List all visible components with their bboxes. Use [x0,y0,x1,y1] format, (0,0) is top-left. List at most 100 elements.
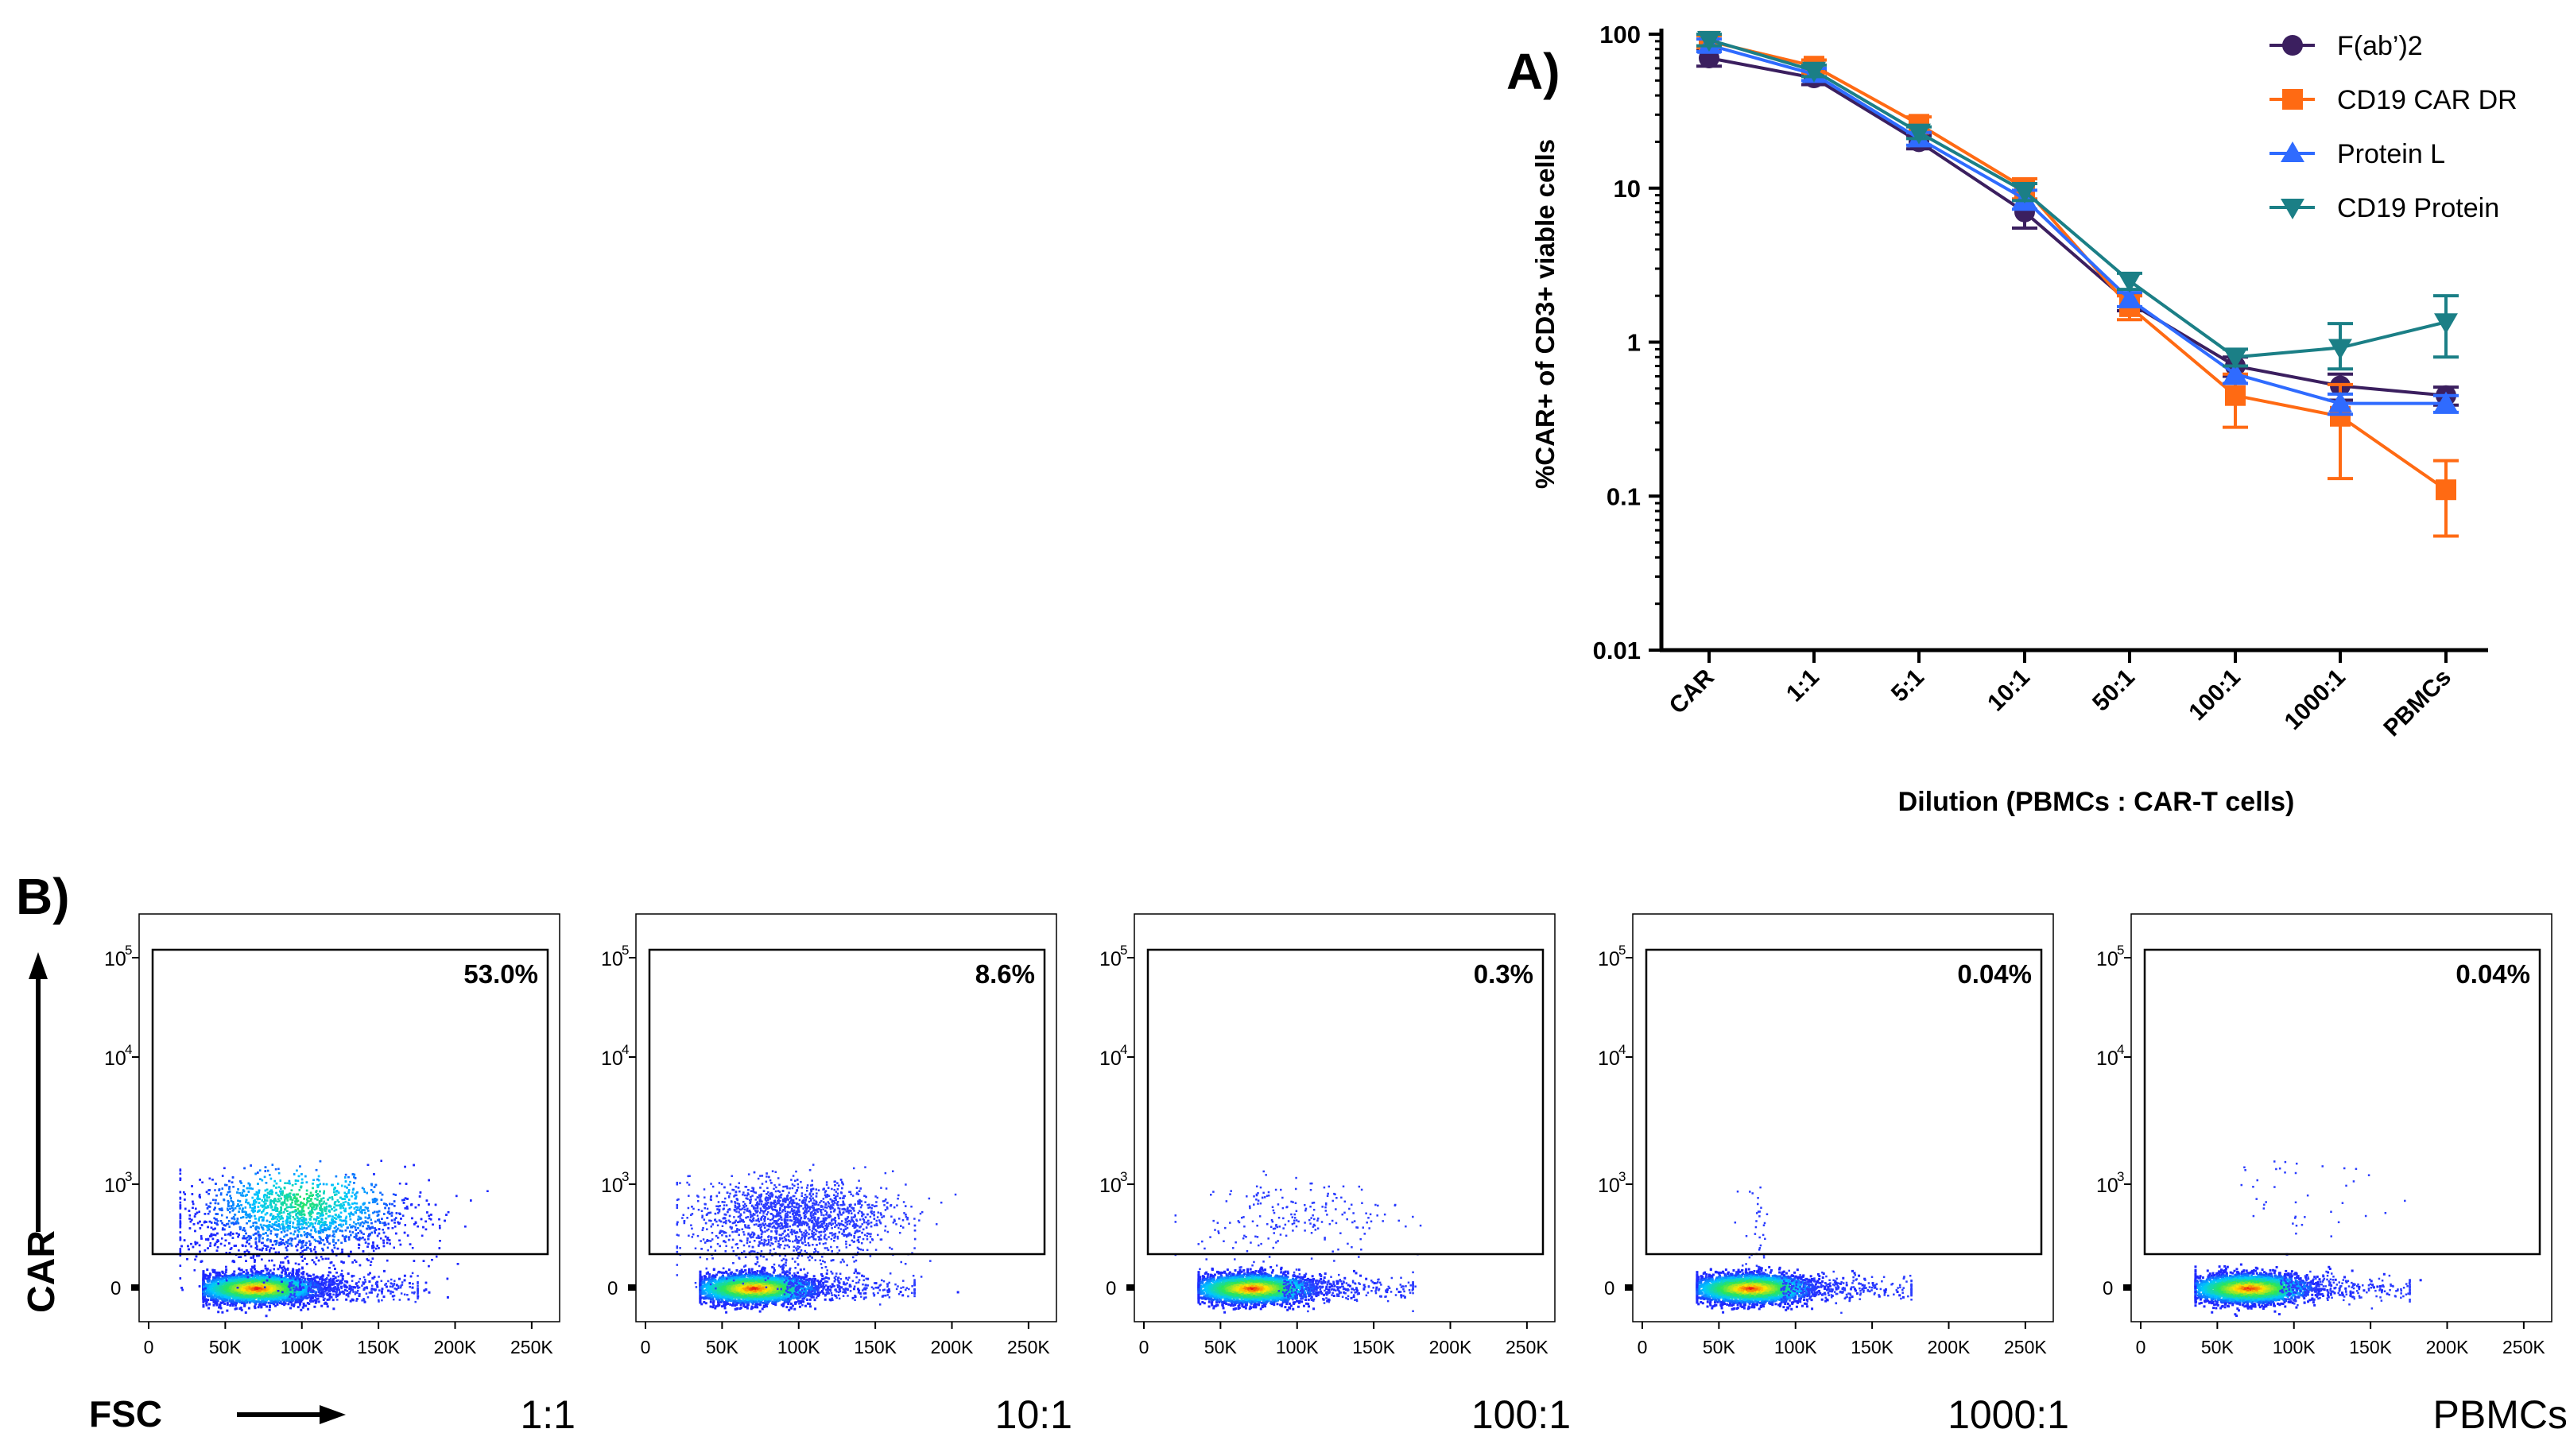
event-dot [356,1285,359,1288]
x-tick-label: 5:1 [1886,664,1929,707]
event-dot [332,1290,335,1292]
event-dot [300,1309,302,1311]
event-dot [344,1289,347,1291]
series-line [1709,40,2446,357]
flow-plot: 53.0%10510410300 50K 100K 150K 200K 250K1:1 [104,914,576,1437]
event-dot [324,1303,326,1305]
event-dot [327,1274,329,1276]
data-point [2436,479,2456,500]
panel-b-label: B) [16,868,70,925]
car-axis-title: CAR [21,1230,63,1313]
y-tick-label: 0.01 [1593,637,1641,664]
y-tick-label: 100 [1599,21,1641,48]
event-dot [411,1287,413,1289]
event-dot [266,1315,268,1317]
fsc-arrow-head [320,1405,346,1424]
event-dot [233,1270,235,1272]
event-dot [332,1307,335,1310]
legend: F(ab’)2 CD19 CAR DR Protein L CD19 Protein [2269,31,2518,223]
panel-a: A) %CAR+ of CD3+ viable cells Dilution (… [1506,21,2518,817]
event-dot [221,1311,223,1314]
event-dot [313,1306,316,1308]
event-dot [235,1304,237,1307]
event-dot [217,1311,219,1313]
y-tick-label: 0.1 [1607,482,1641,510]
event-dot [225,1271,227,1273]
legend-entry: CD19 Protein [2269,193,2499,223]
event-dot [245,1311,247,1314]
event-dot [381,1291,383,1293]
event-dot [368,1280,370,1283]
event-dot [283,1301,285,1303]
event-dot [408,1298,410,1300]
event-dot [326,1303,328,1305]
legend-label: F(ab’)2 [2337,31,2423,61]
legend-entry: CD19 CAR DR [2269,85,2518,115]
event-dot [409,1282,411,1284]
panel-a-label: A) [1506,43,1560,100]
event-dot [347,1272,350,1275]
event-dot [207,1307,210,1310]
event-dot [213,1304,215,1307]
legend-marker [2282,89,2303,110]
event-dot [381,1288,383,1290]
event-dot [219,1272,221,1274]
event-dot [202,1305,204,1307]
x-ticks: CAR 1:1 5:1 10:1 50:1 100:1 1000:1 PBMCs [1665,650,2456,742]
x-tick-label: 100:1 [2184,664,2246,726]
x-tick-label: 10:1 [1983,664,2035,717]
event-dot [302,1307,304,1309]
event-dot [241,1302,243,1304]
x-tick-label: CAR [1665,664,1720,719]
event-dot [238,1300,241,1303]
event-dot [404,1279,406,1281]
event-dot [225,1268,227,1271]
legend-marker [2282,35,2303,56]
event-dot [319,1283,321,1285]
event-dot [206,1268,208,1271]
event-dot [229,1275,231,1277]
event-dot [386,1286,388,1288]
y-ticks: 100 10 1 0.1 0.01 [1593,21,1661,664]
event-dot [332,1299,335,1301]
car-arrow-head [29,952,48,979]
event-dot [280,1300,282,1303]
event-dot [228,1277,231,1280]
legend-label: CD19 Protein [2337,193,2499,223]
event-dot [428,1291,430,1294]
legend-entry: F(ab’)2 [2269,31,2423,61]
event-dot [326,1299,328,1301]
event-dot [208,1303,211,1306]
event-dot [417,1295,419,1298]
event-dot [226,1299,228,1302]
event-dot [221,1271,223,1273]
event-dot [269,1309,271,1311]
event-dot [219,1307,222,1309]
event-dot [246,1269,248,1272]
event-dot [269,1269,272,1272]
legend-entry: Protein L [2269,139,2445,169]
x-tick-label: PBMCs [2378,664,2456,742]
x-axis-title: Dilution (PBMCs : CAR-T cells) [1898,787,2295,817]
event-dot [248,1307,250,1310]
event-dot [283,1303,285,1306]
event-dot [289,1307,292,1309]
y-tick-label: 10 [1614,175,1641,203]
x-tick-label: 50:1 [2087,664,2140,717]
y-axis-title: %CAR+ of CD3+ viable cells [1530,139,1560,489]
event-dot [398,1278,401,1280]
fsc-axis-title: FSC [89,1393,162,1435]
event-dot [297,1306,300,1308]
event-dot [320,1305,323,1307]
figure: A) %CAR+ of CD3+ viable cells Dilution (… [0,0,2566,1456]
event-dot [226,1310,228,1312]
y-tick-label: 1 [1627,329,1641,357]
event-dot [404,1275,406,1277]
event-dot [274,1305,277,1307]
x-tick-label: 1000:1 [2280,664,2351,735]
legend-label: CD19 CAR DR [2337,85,2518,115]
event-dot [387,1289,390,1291]
flow-plots: 53.0%10510410300 50K 100K 150K 200K 250K1:18.… [104,914,2566,1437]
event-dot [308,1303,310,1305]
panel-b: B) CAR FSC 53.0%10510410300 50K 100K 150K 20… [16,868,2566,1437]
